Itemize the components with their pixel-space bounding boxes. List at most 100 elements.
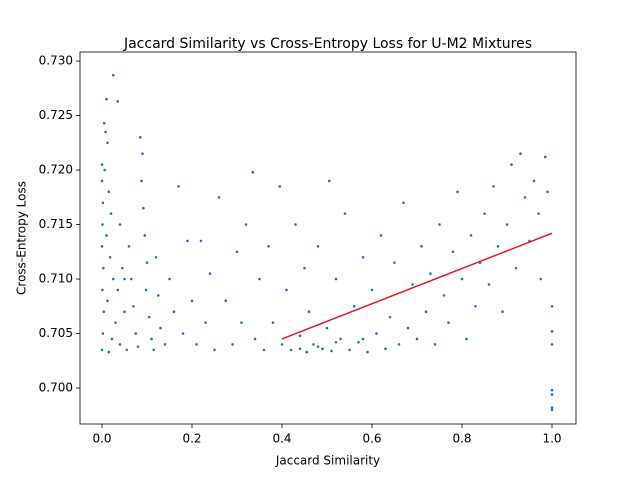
point xyxy=(103,168,107,172)
point xyxy=(433,343,437,346)
point xyxy=(251,170,255,174)
point xyxy=(140,179,143,183)
point xyxy=(546,190,549,194)
point xyxy=(186,239,189,243)
point xyxy=(460,277,464,281)
point xyxy=(298,334,302,338)
point xyxy=(123,277,126,281)
point xyxy=(424,310,428,314)
point xyxy=(271,321,275,324)
point xyxy=(492,185,495,188)
point xyxy=(120,266,124,270)
point xyxy=(138,136,142,139)
point xyxy=(550,304,554,308)
point xyxy=(298,347,302,351)
point xyxy=(366,350,369,354)
point xyxy=(550,393,554,396)
point xyxy=(523,195,527,199)
point xyxy=(307,310,311,314)
fit-line xyxy=(281,232,553,340)
point xyxy=(343,212,347,215)
point xyxy=(102,121,106,125)
point xyxy=(235,250,239,254)
point xyxy=(334,277,338,281)
point xyxy=(532,179,536,183)
point xyxy=(100,163,104,166)
point xyxy=(406,326,410,330)
point xyxy=(370,288,374,292)
point xyxy=(487,283,491,286)
point xyxy=(388,315,392,319)
point xyxy=(442,294,446,297)
point xyxy=(136,345,140,348)
point xyxy=(168,277,171,281)
point xyxy=(438,223,441,226)
point xyxy=(231,343,234,346)
chart-title: Jaccard Similarity vs Cross-Entropy Loss… xyxy=(123,36,532,52)
point xyxy=(514,266,518,270)
point xyxy=(456,190,459,194)
point xyxy=(420,245,423,248)
point xyxy=(501,310,504,314)
point xyxy=(144,288,148,292)
point xyxy=(129,277,133,281)
point xyxy=(213,348,216,352)
point xyxy=(262,348,266,352)
point xyxy=(106,141,109,145)
point xyxy=(519,152,522,155)
point xyxy=(537,212,540,215)
point xyxy=(110,337,114,341)
point xyxy=(154,255,158,259)
point xyxy=(278,185,282,188)
point xyxy=(172,310,176,314)
point xyxy=(177,185,180,188)
point xyxy=(411,283,414,286)
y-tick-label: 0.730 xyxy=(39,54,73,68)
point xyxy=(550,330,554,333)
point xyxy=(101,332,105,335)
point xyxy=(550,388,554,392)
y-tick-label: 0.700 xyxy=(39,381,73,395)
point xyxy=(134,332,138,335)
point xyxy=(469,234,473,237)
point xyxy=(111,73,115,77)
point xyxy=(375,332,378,335)
point xyxy=(100,245,104,248)
point xyxy=(118,223,122,226)
point xyxy=(152,348,156,352)
point xyxy=(321,347,324,351)
point xyxy=(104,130,107,134)
y-tick-label: 0.720 xyxy=(39,163,73,177)
point xyxy=(285,288,288,292)
point xyxy=(352,304,356,308)
point xyxy=(280,343,284,346)
point xyxy=(348,348,351,352)
point xyxy=(106,299,109,303)
point xyxy=(539,277,543,281)
point xyxy=(258,277,261,281)
point xyxy=(253,337,257,341)
point xyxy=(102,310,106,314)
point xyxy=(108,255,112,259)
point xyxy=(361,337,365,341)
point xyxy=(550,406,554,409)
point xyxy=(289,348,293,352)
point xyxy=(224,299,228,303)
point xyxy=(483,212,486,215)
point xyxy=(316,345,320,348)
x-tick-label: 0.6 xyxy=(362,432,381,446)
point xyxy=(510,163,513,166)
point xyxy=(550,408,554,412)
point xyxy=(118,343,122,346)
point xyxy=(379,234,383,237)
point xyxy=(316,245,320,248)
point xyxy=(116,288,120,292)
point xyxy=(190,299,194,303)
point xyxy=(305,350,309,354)
point xyxy=(123,310,126,314)
point xyxy=(101,223,104,226)
point xyxy=(125,348,129,352)
point xyxy=(327,179,331,183)
point xyxy=(199,239,203,243)
